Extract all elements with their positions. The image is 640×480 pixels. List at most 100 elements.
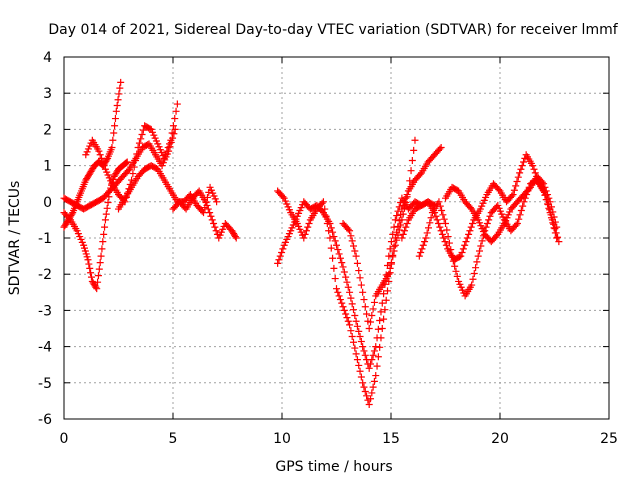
data-point-interp [466,204,474,212]
y-axis-label: SDTVAR / TECUs [7,181,23,296]
y-tick-label: -1 [38,231,52,247]
data-point-interp [331,275,339,283]
data-point-interp [111,122,119,130]
data-point-interp [426,219,434,227]
data-point [213,198,221,206]
data-point-interp [347,232,355,240]
data-point-interp [508,192,516,200]
data-point [463,234,471,242]
data-point-interp [347,294,355,302]
data-point-interp [384,287,392,295]
data-point-interp [377,308,385,316]
data-point-interp [438,230,446,238]
data-point [516,169,524,177]
data-point-interp [355,327,363,335]
data-point-interp [87,269,95,277]
data-point [553,223,561,231]
data-point-interp [275,256,283,264]
data-point [346,321,354,329]
data-point [346,227,354,235]
data-point [435,198,443,206]
x-tick-label: 20 [491,431,509,447]
data-point-interp [363,392,371,400]
data-point [398,216,406,224]
data-point-interp [423,229,431,237]
series-arc-7 [274,144,445,409]
data-point-interp [515,215,523,223]
data-point [391,241,399,249]
data-point-interp [162,151,170,159]
data-point-interp [451,262,459,270]
series-arc-6 [169,187,240,242]
data-point-interp [85,260,93,268]
data-point [457,252,465,260]
data-point-interp [96,259,104,267]
data-point-interp [520,158,528,166]
data-point-interp [172,107,180,115]
data-point [474,252,482,260]
data-point-interp [138,130,146,138]
data-point [274,259,282,267]
data-point-interp [389,230,397,238]
data-point-interp [164,144,172,151]
data-point-interp [97,154,105,162]
data-point-interp [206,209,214,217]
x-tick-label: 0 [60,431,69,447]
data-point-interp [432,212,440,220]
data-point [422,234,430,242]
data-point-interp [133,150,141,158]
data-point-interp [486,212,494,220]
data-point-interp [361,351,369,359]
data-point-interp [351,247,359,255]
data-point [117,78,125,86]
x-tick-label: 25 [600,431,618,447]
data-point-interp [466,227,474,235]
data-point-interp [171,115,179,123]
data-point-interp [483,220,491,228]
data-point [437,227,445,235]
grid-lines [64,57,609,419]
data-point-interp [441,238,449,246]
data-point-interp [493,232,501,240]
data-point-interp [374,353,382,361]
data-point-interp [103,156,111,164]
data-point-interp [305,220,313,228]
data-point-interp [122,159,130,167]
data-point-interp [356,332,364,340]
data-point-interp [104,199,112,207]
data-point-interp [367,395,375,403]
data-point-interp [395,226,403,234]
data-point [112,107,120,115]
data-point-interp [433,216,441,224]
data-point-interp [397,221,405,229]
data-point-interp [330,264,338,272]
data-point-interp [517,206,525,214]
data-point [448,252,456,260]
data-point-interp [340,268,348,276]
x-tick-label: 10 [273,431,291,447]
data-point-interp [470,269,478,277]
data-point [208,216,216,224]
data-point-interp [360,383,368,391]
x-tick-label: 5 [169,431,178,447]
data-point-interp [374,325,382,333]
data-point-interp [109,136,117,144]
data-point-interp [512,182,520,190]
data-point-interp [301,230,309,238]
data-point-interp [380,290,388,298]
data-point-interp [485,216,493,224]
data-point-interp [368,311,376,319]
data-point-interp [469,220,477,228]
data-point-interp [538,178,546,186]
data-point-interp [380,315,388,323]
data-point-interp [386,245,394,253]
y-tick-label: -3 [38,303,52,319]
data-point-interp [469,275,477,283]
data-point [339,303,347,311]
data-point-interp [353,322,361,330]
data-point-interp [130,163,138,171]
data-point [200,209,208,217]
data-point [95,147,103,155]
data-point-interp [98,245,106,253]
data-point [167,136,175,144]
